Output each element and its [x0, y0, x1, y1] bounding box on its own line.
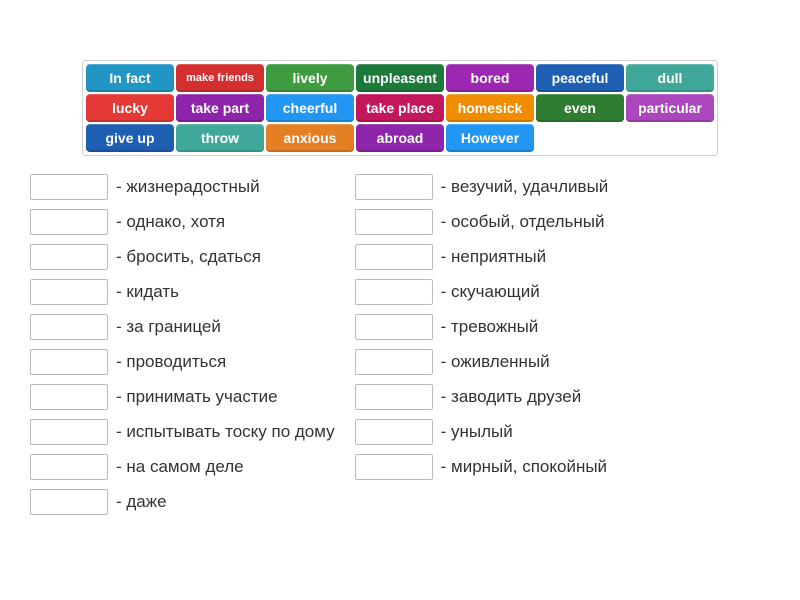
- word-tile[interactable]: lucky: [86, 94, 174, 122]
- answer-label: - особый, отдельный: [441, 212, 605, 232]
- answer-label: - даже: [116, 492, 167, 512]
- answer-row: - испытывать тоску по дому: [30, 419, 335, 445]
- answer-label: - проводиться: [116, 352, 226, 372]
- word-tile[interactable]: anxious: [266, 124, 354, 152]
- word-tile[interactable]: make friends: [176, 64, 264, 92]
- drop-target[interactable]: [30, 384, 108, 410]
- answer-row: - оживленный: [355, 349, 609, 375]
- answer-row: - мирный, спокойный: [355, 454, 609, 480]
- word-bank-row: luckytake partcheerfultake placehomesick…: [86, 94, 714, 122]
- answer-row: - заводить друзей: [355, 384, 609, 410]
- answer-row: - неприятный: [355, 244, 609, 270]
- answer-row: - везучий, удачливый: [355, 174, 609, 200]
- answer-label: - однако, хотя: [116, 212, 225, 232]
- drop-target[interactable]: [355, 244, 433, 270]
- answer-row: - тревожный: [355, 314, 609, 340]
- answer-label: - испытывать тоску по дому: [116, 422, 335, 442]
- answer-label: - кидать: [116, 282, 179, 302]
- drop-target[interactable]: [30, 244, 108, 270]
- drop-target[interactable]: [30, 349, 108, 375]
- drop-target[interactable]: [355, 174, 433, 200]
- answer-row: - принимать участие: [30, 384, 335, 410]
- word-bank-row: give upthrowanxiousabroadHowever: [86, 124, 714, 152]
- answer-row: - даже: [30, 489, 335, 515]
- word-tile[interactable]: take part: [176, 94, 264, 122]
- exercise-container: In factmake friendslivelyunpleasentbored…: [0, 0, 800, 535]
- answer-label: - скучающий: [441, 282, 540, 302]
- drop-target[interactable]: [355, 384, 433, 410]
- drop-target[interactable]: [30, 419, 108, 445]
- answer-label: - везучий, удачливый: [441, 177, 609, 197]
- answer-label: - неприятный: [441, 247, 546, 267]
- drop-target[interactable]: [30, 279, 108, 305]
- answer-label: - за границей: [116, 317, 221, 337]
- answer-label: - заводить друзей: [441, 387, 582, 407]
- word-tile[interactable]: take place: [356, 94, 444, 122]
- answers-area: - жизнерадостный - однако, хотя - бросит…: [30, 174, 770, 515]
- answer-label: - унылый: [441, 422, 513, 442]
- word-tile[interactable]: cheerful: [266, 94, 354, 122]
- word-tile[interactable]: throw: [176, 124, 264, 152]
- word-bank-row: In factmake friendslivelyunpleasentbored…: [86, 64, 714, 92]
- drop-target[interactable]: [355, 454, 433, 480]
- answer-row: - особый, отдельный: [355, 209, 609, 235]
- answer-label: - жизнерадостный: [116, 177, 260, 197]
- drop-target[interactable]: [355, 279, 433, 305]
- drop-target[interactable]: [30, 209, 108, 235]
- word-tile[interactable]: abroad: [356, 124, 444, 152]
- drop-target[interactable]: [355, 209, 433, 235]
- word-tile[interactable]: dull: [626, 64, 714, 92]
- drop-target[interactable]: [30, 314, 108, 340]
- answer-row: - проводиться: [30, 349, 335, 375]
- answer-row: - за границей: [30, 314, 335, 340]
- answer-label: - бросить, сдаться: [116, 247, 261, 267]
- word-tile[interactable]: lively: [266, 64, 354, 92]
- answer-row: - бросить, сдаться: [30, 244, 335, 270]
- word-tile[interactable]: peaceful: [536, 64, 624, 92]
- word-tile[interactable]: bored: [446, 64, 534, 92]
- word-tile[interactable]: homesick: [446, 94, 534, 122]
- drop-target[interactable]: [30, 174, 108, 200]
- word-tile[interactable]: unpleasent: [356, 64, 444, 92]
- drop-target[interactable]: [355, 314, 433, 340]
- word-tile[interactable]: even: [536, 94, 624, 122]
- drop-target[interactable]: [355, 349, 433, 375]
- word-tile[interactable]: In fact: [86, 64, 174, 92]
- answer-label: - на самом деле: [116, 457, 244, 477]
- answer-label: - тревожный: [441, 317, 539, 337]
- drop-target[interactable]: [355, 419, 433, 445]
- answer-row: - жизнерадостный: [30, 174, 335, 200]
- answer-label: - мирный, спокойный: [441, 457, 607, 477]
- drop-target[interactable]: [30, 489, 108, 515]
- drop-target[interactable]: [30, 454, 108, 480]
- answer-row: - на самом деле: [30, 454, 335, 480]
- answer-label: - принимать участие: [116, 387, 278, 407]
- word-tile[interactable]: particular: [626, 94, 714, 122]
- answer-row: - скучающий: [355, 279, 609, 305]
- word-bank: In factmake friendslivelyunpleasentbored…: [82, 60, 718, 156]
- word-tile[interactable]: However: [446, 124, 534, 152]
- word-tile[interactable]: give up: [86, 124, 174, 152]
- answer-row: - кидать: [30, 279, 335, 305]
- answer-row: - однако, хотя: [30, 209, 335, 235]
- answer-row: - унылый: [355, 419, 609, 445]
- answer-label: - оживленный: [441, 352, 550, 372]
